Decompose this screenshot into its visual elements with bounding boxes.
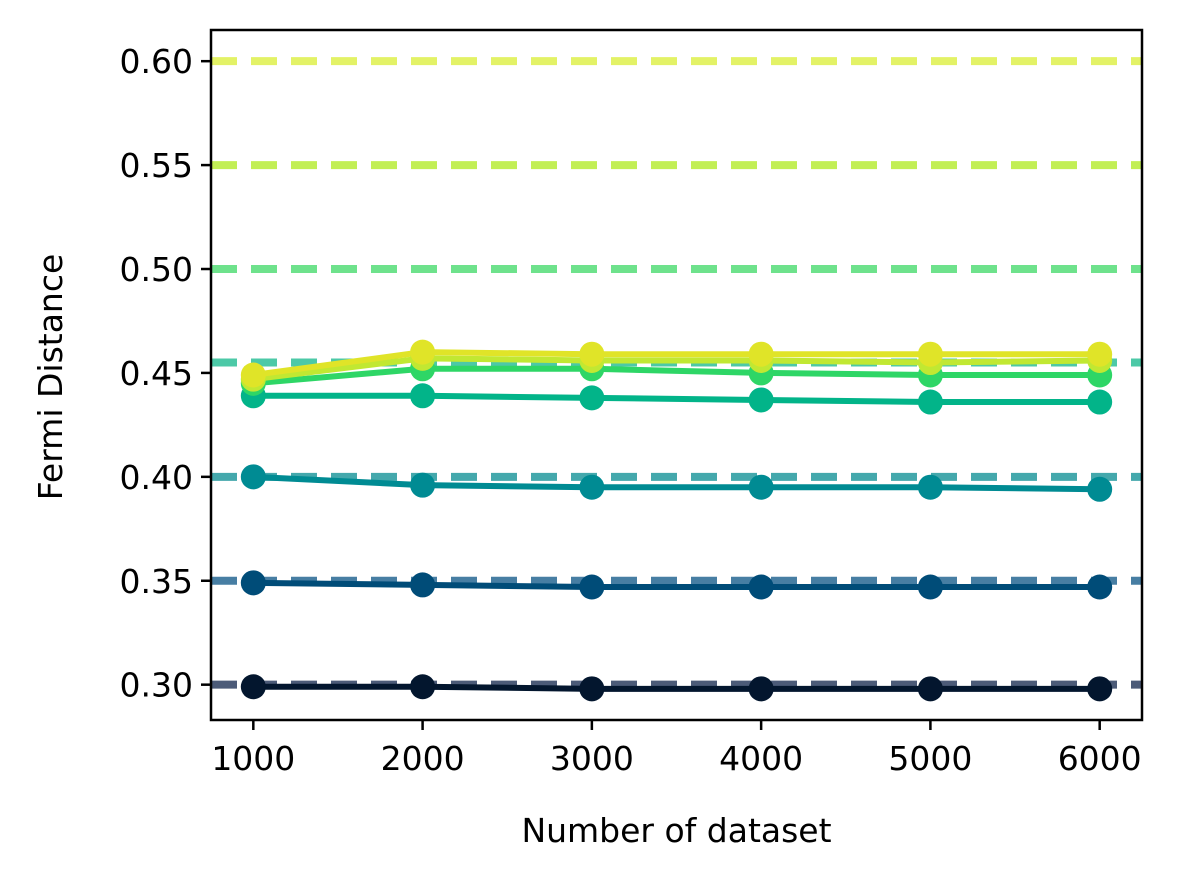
series-2-point-4 [917,474,943,500]
series-3-point-3 [748,387,774,413]
series-2-point-2 [579,474,605,500]
series-line-5 [252,355,1100,383]
series-2-point-0 [240,464,266,490]
series-2-point-1 [410,472,436,498]
series-0-point-2 [579,676,605,702]
series-6-point-3 [748,341,774,367]
series-3-point-5 [1087,389,1113,415]
series-1-point-1 [410,572,436,598]
x-tick-label-0: 1000 [211,739,295,778]
series-6-point-5 [1087,341,1113,367]
series-line-6 [252,349,1100,378]
y-axis-label: Fermi Distance [31,254,70,501]
y-tick-label-2: 0.40 [120,458,193,497]
series-3-point-2 [579,385,605,411]
y-tick-label-6: 0.60 [120,42,193,81]
series-1-point-2 [579,574,605,600]
series-1-point-4 [917,574,943,600]
series-0-point-0 [240,674,266,700]
series-points [240,339,1113,702]
series-6-point-0 [240,362,266,388]
y-tick-label-1: 0.35 [120,562,193,601]
x-tick-label-2: 3000 [550,739,634,778]
x-tick-label-4: 5000 [888,739,972,778]
series-3-point-4 [917,389,943,415]
series-line-2 [253,473,1100,493]
series-1-point-0 [240,570,266,596]
series-0-point-4 [917,676,943,702]
series-line-0 [253,683,1100,692]
series-1-point-3 [748,574,774,600]
series-2-point-5 [1087,476,1113,502]
series-1-point-5 [1087,574,1113,600]
y-tick-label-0: 0.30 [120,666,193,705]
x-tick-label-1: 2000 [381,739,465,778]
plot-frame [209,28,1144,722]
series-0-point-3 [748,676,774,702]
x-axis-label: Number of dataset [521,811,831,850]
y-tick-label-3: 0.45 [120,354,193,393]
series-line-4 [253,365,1100,387]
series-6-point-4 [917,341,943,367]
y-axis-ticks: 0.30 0.35 0.40 0.45 0.50 0.55 0.60 [120,42,211,705]
x-tick-label-3: 4000 [719,739,803,778]
series-0-point-5 [1087,676,1113,702]
series-0-point-1 [410,674,436,700]
series-6-point-2 [579,341,605,367]
x-tick-label-5: 6000 [1058,739,1142,778]
y-tick-label-5: 0.55 [120,146,193,185]
y-tick-label-4: 0.50 [120,250,193,289]
series-line-1 [253,579,1100,590]
x-axis-ticks: 1000 2000 3000 4000 5000 6000 [211,720,1142,778]
series-2-point-3 [748,474,774,500]
series-3-point-1 [410,383,436,409]
series-lines [252,349,1100,692]
series-line-3 [253,392,1100,406]
series-6-point-1 [410,339,436,365]
